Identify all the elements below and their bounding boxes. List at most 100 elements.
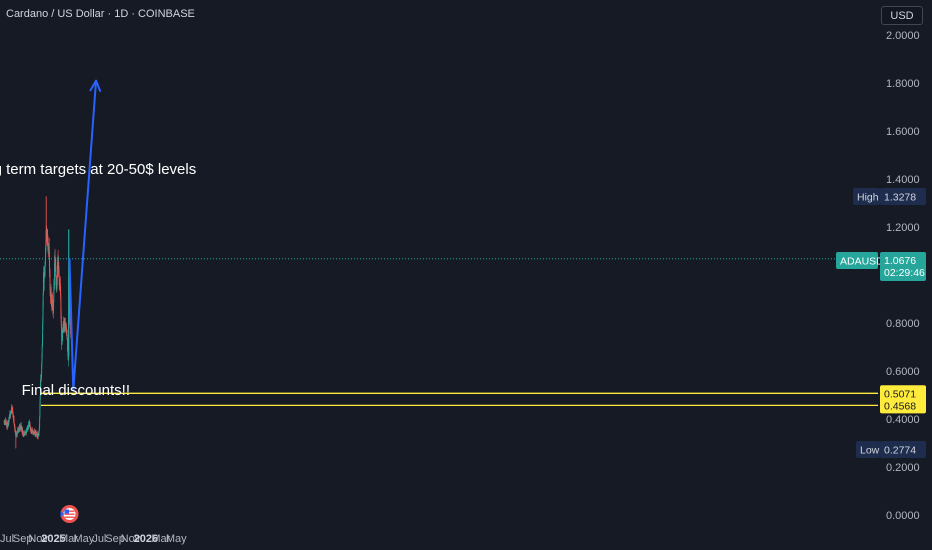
candle (62, 332, 64, 341)
low-value-tag-bg (880, 441, 926, 458)
candle-body (26, 429, 28, 431)
candle-body (27, 427, 28, 429)
candle-body (58, 272, 60, 278)
candle-body (60, 297, 62, 313)
x-tick-label: Mar (59, 533, 78, 545)
low-value-tag-text: 0.2774 (884, 445, 916, 457)
x-tick-label: May (74, 533, 95, 545)
y-tick-label: 1.6000 (886, 126, 920, 138)
candle-body (55, 265, 57, 278)
high-label-bg (853, 188, 880, 205)
candle-body (62, 332, 64, 335)
us-flag-icon-canton (64, 509, 69, 514)
candle-body (69, 316, 71, 320)
candle-body (50, 292, 52, 299)
x-tick-label: 2026 (134, 533, 158, 545)
y-tick-label: 0.2000 (886, 462, 920, 474)
candle (43, 266, 45, 291)
candle-body (39, 404, 41, 417)
candle-body (53, 288, 55, 303)
price-axis[interactable]: 2.0000 1.8000 1.6000 1.4000 1.2000 0.8000 0.60… (886, 30, 920, 522)
candle-body (43, 274, 45, 281)
high-value-tag: 1.3278 (880, 188, 926, 205)
candle-body (55, 277, 57, 286)
x-tick-label: 2025 (41, 533, 65, 545)
high-label-text: High (857, 192, 879, 204)
symbol-tag-bg (836, 252, 878, 269)
x-tick-label: Jul (0, 533, 14, 545)
x-tick-label: Sep (105, 533, 125, 545)
y-tick-label: 0.4000 (886, 414, 920, 426)
projection-arrow (68, 80, 98, 392)
candle-body (60, 321, 62, 329)
x-tick-label: Jul (92, 533, 106, 545)
last-price-value: 1.0676 (884, 255, 916, 267)
candle-body (69, 299, 70, 310)
candle-body (37, 435, 39, 437)
y-tick-label: 1.4000 (886, 174, 920, 186)
candle-body (60, 288, 62, 298)
candle-body (15, 431, 17, 435)
us-flag-icon[interactable] (60, 505, 79, 523)
low-value-tag: 0.2774 (880, 441, 926, 458)
high-value-tag-bg (880, 188, 926, 205)
candle-body (54, 263, 56, 279)
candle-body (41, 358, 43, 364)
chart-title: Cardano / US Dollar · 1D · COINBASE (6, 8, 195, 20)
currency-button[interactable]: USD (881, 6, 923, 25)
candle-body (9, 414, 11, 418)
low-label: Low (856, 441, 880, 458)
candle-body (49, 258, 50, 270)
candle (67, 337, 68, 351)
symbol-tag-text: ADAUSD (840, 256, 884, 268)
candle-body (43, 273, 45, 282)
candle-body (13, 423, 15, 427)
candle-body (20, 426, 22, 429)
candle-body (42, 292, 44, 309)
x-tick-label: Mar (151, 533, 170, 545)
candle-body (42, 274, 44, 293)
candle-body (59, 283, 61, 289)
candlestick-series (3, 196, 71, 449)
support-upper-tag: 0.5071 (880, 385, 926, 402)
candle-body (38, 430, 40, 433)
support-lower-tag-text: 0.4568 (884, 400, 916, 412)
x-tick-label: Sep (13, 533, 33, 545)
support-upper-tag-text: 0.5071 (884, 388, 916, 400)
candle-body (34, 431, 36, 435)
arrow-head (89, 79, 102, 93)
x-tick-label: Nov (28, 533, 48, 545)
candle-body (46, 233, 48, 242)
us-flag-icon-stripe (64, 513, 75, 515)
drawing-overlays: Long term targets at 20-50$ levels Final … (0, 79, 878, 407)
high-value-tag-text: 1.3278 (884, 192, 916, 204)
y-tick-label: 1.8000 (886, 78, 920, 90)
candle-body (67, 339, 68, 351)
support-lower-tag: 0.4568 (880, 397, 926, 414)
countdown-value: 02:29:46 (884, 267, 925, 279)
y-tick-label: 0.0000 (886, 510, 920, 522)
candle-body (39, 416, 41, 428)
candle-body (57, 259, 59, 266)
candle-body (42, 308, 44, 323)
y-tick-label: 1.2000 (886, 222, 920, 234)
y-tick-label: 0.6000 (886, 366, 920, 378)
candle-body (39, 383, 41, 397)
support-upper-tag-bg (880, 385, 926, 402)
candle-body (38, 427, 40, 431)
candle-body (32, 430, 34, 432)
x-tick-label: Nov (121, 533, 141, 545)
candle-body (49, 274, 51, 291)
candle-body (29, 423, 31, 427)
last-price-tag-bg (880, 252, 926, 281)
us-flag-icon-stripe (64, 516, 75, 518)
us-flag-icon-stripe (64, 510, 75, 512)
target-annotation: Long term targets at 20-50$ levels (0, 161, 196, 178)
y-tick-label: 2.0000 (886, 30, 920, 42)
candle-body (63, 321, 65, 329)
candle-body (61, 328, 63, 345)
support-lower-tag-bg (880, 397, 926, 414)
